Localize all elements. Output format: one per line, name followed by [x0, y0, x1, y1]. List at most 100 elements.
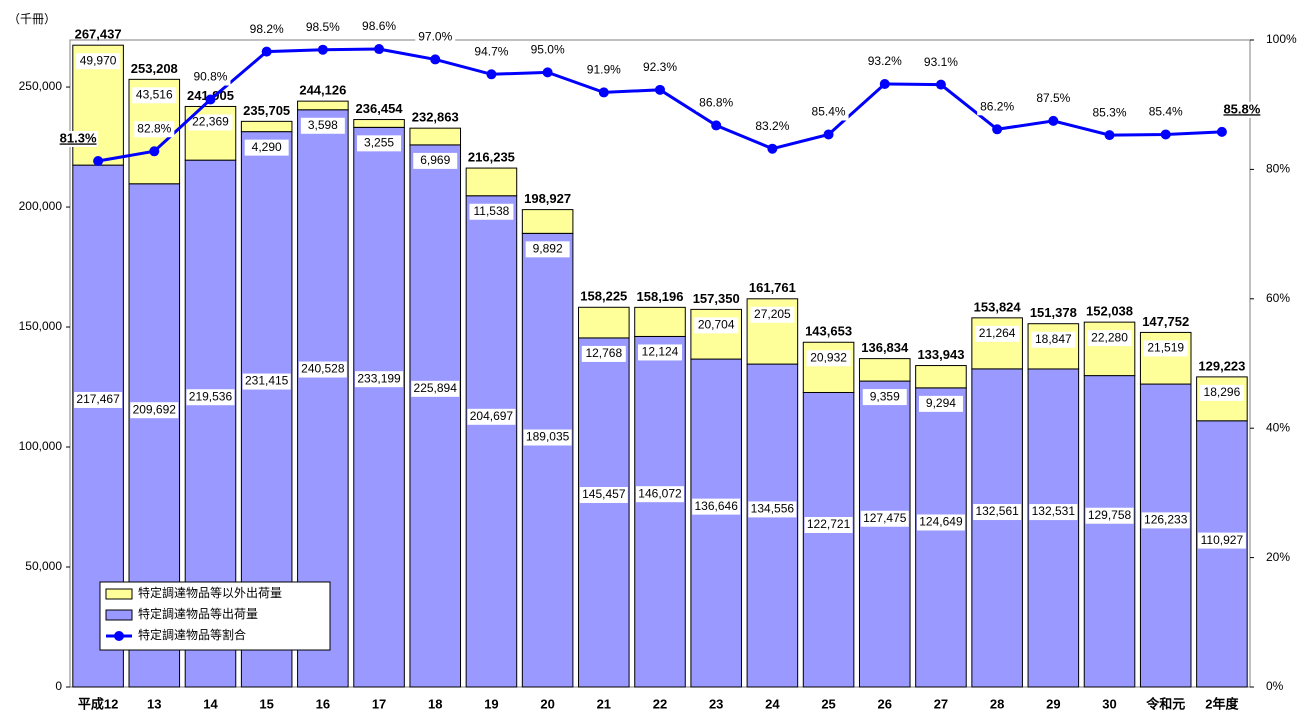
y-tick-label: 50,000: [25, 559, 62, 573]
percent-label: 93.1%: [924, 55, 958, 69]
label-bg: [132, 87, 177, 104]
bar-upper: [240, 120, 293, 133]
label-bg: [918, 395, 963, 412]
label-bg: [190, 69, 231, 86]
point: [374, 44, 385, 55]
value-label: 132,561: [975, 504, 1019, 518]
y-tick-label: 150,000: [19, 319, 63, 333]
point: [992, 124, 1003, 135]
label-bg: [638, 344, 682, 361]
x-tick-label: 15: [259, 696, 273, 711]
label-bg: [355, 371, 404, 388]
label-bg: [804, 517, 853, 534]
value-label: 21,264: [979, 326, 1016, 340]
label-bg: [750, 306, 795, 323]
label-bg: [525, 241, 570, 258]
point: [1104, 130, 1115, 141]
label-bg: [640, 59, 680, 76]
value-label: 122,721: [807, 517, 851, 531]
bar-lower: [409, 144, 462, 688]
bar-lower: [802, 391, 855, 688]
total-label: 133,943: [917, 347, 964, 362]
point: [486, 69, 497, 80]
label-bg: [415, 29, 456, 46]
percent-label: 85.3%: [1093, 105, 1127, 119]
bar-lower: [746, 363, 799, 688]
percent-label: 85.8%: [1223, 101, 1260, 116]
label-bg: [916, 514, 965, 531]
point: [205, 94, 216, 105]
label-bg: [1145, 104, 1186, 121]
legend-label: 特定調達物品等出荷量: [138, 606, 258, 621]
total-label: 216,235: [468, 150, 515, 165]
y2-tick-label: 40%: [1266, 420, 1290, 434]
legend-swatch: [105, 588, 133, 600]
label-bg: [694, 317, 739, 334]
bar-upper: [634, 306, 686, 337]
value-label: 4,290: [252, 140, 282, 154]
label-bg: [1141, 512, 1190, 529]
percent-label: 87.5%: [1036, 91, 1070, 105]
value-label: 136,646: [694, 499, 738, 513]
total-label: 143,653: [805, 324, 852, 339]
x-tick-label: 令和元: [1146, 696, 1185, 711]
value-label: 124,649: [919, 515, 963, 529]
x-tick-label: 24: [765, 696, 780, 711]
total-label: 157,350: [693, 291, 740, 306]
percent-label: 90.8%: [193, 70, 227, 84]
percent-label: 86.2%: [980, 99, 1014, 113]
total-label: 158,196: [637, 289, 684, 304]
point: [767, 143, 778, 154]
total-label: 232,863: [412, 110, 459, 125]
value-label: 110,927: [1201, 533, 1244, 547]
bar-lower: [1196, 420, 1248, 688]
value-label: 225,894: [414, 381, 458, 395]
value-label: 126,233: [1144, 513, 1188, 527]
value-label: 9,892: [533, 242, 563, 256]
total-label: 152,038: [1086, 304, 1133, 319]
x-tick-label: 27: [934, 696, 948, 711]
legend-swatch: [114, 631, 124, 641]
value-label: 12,124: [642, 345, 679, 359]
value-label: 9,359: [870, 389, 900, 403]
percent-label: 95.0%: [531, 43, 565, 57]
label-bg: [58, 130, 99, 147]
point: [823, 129, 834, 140]
total-label: 253,208: [131, 61, 178, 76]
value-label: 22,280: [1091, 330, 1128, 344]
y2-tick-label: 100%: [1266, 32, 1297, 46]
label-bg: [471, 44, 512, 61]
label-bg: [411, 380, 460, 397]
point: [655, 84, 665, 95]
x-tick-label: 22: [653, 696, 667, 711]
label-bg: [1143, 340, 1188, 357]
value-label: 217,467: [76, 392, 120, 406]
label-bg: [806, 350, 851, 367]
label-bg: [244, 139, 289, 156]
total-label: 136,834: [861, 340, 909, 355]
bar-upper: [858, 358, 911, 382]
percent-label: 85.4%: [812, 105, 846, 119]
point: [711, 120, 722, 131]
label-bg: [748, 501, 797, 518]
bar-upper: [353, 119, 405, 128]
label-bg: [920, 54, 961, 71]
value-label: 6,969: [420, 153, 450, 167]
label-bg: [581, 345, 626, 362]
y2-tick-label: 0%: [1266, 679, 1284, 693]
point: [1160, 129, 1171, 140]
x-tick-label: 14: [203, 696, 218, 711]
bar-lower: [578, 337, 630, 688]
bar-lower: [1083, 375, 1136, 688]
bar-upper: [409, 127, 462, 146]
label-bg: [186, 389, 235, 406]
label-bg: [862, 389, 907, 406]
y-tick-label: 200,000: [19, 199, 63, 213]
x-tick-label: 平成12: [78, 696, 118, 711]
value-label: 9,294: [926, 396, 956, 410]
total-label: 198,927: [524, 191, 571, 206]
y2-tick-label: 60%: [1266, 291, 1290, 305]
point: [93, 155, 104, 166]
value-label: 18,296: [1204, 385, 1241, 399]
